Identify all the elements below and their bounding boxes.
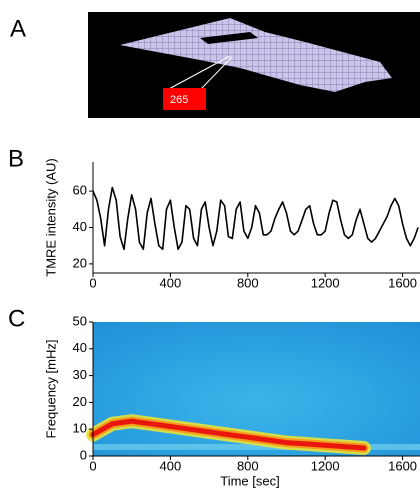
x-tick-label: 1600: [388, 458, 417, 473]
x-tick-label: 1200: [311, 458, 340, 473]
y-tick-label: 20: [73, 255, 87, 270]
y-tick-label: 10: [73, 421, 87, 436]
plot-background: [93, 444, 420, 450]
annotation-box: [163, 88, 206, 110]
y-axis-label: TMRE intensity (AU): [43, 158, 58, 276]
y-tick-label: 60: [73, 183, 87, 198]
pointer: [166, 55, 231, 91]
surface: [120, 18, 392, 92]
panel-label: C: [8, 305, 25, 332]
x-tick-label: 0: [89, 458, 96, 473]
x-tick-label: 0: [89, 275, 96, 290]
panel-label: A: [10, 15, 26, 42]
trace: [92, 186, 419, 251]
y-tick-label: 30: [73, 367, 87, 382]
y-tick-label: 40: [73, 219, 87, 234]
x-axis-label: Time [sec]: [220, 473, 279, 488]
panel-label: B: [8, 145, 24, 172]
y-axis-label: Frequency [mHz]: [43, 340, 58, 439]
x-tick-label: 1600: [388, 275, 417, 290]
y-tick-label: 20: [73, 394, 87, 409]
x-tick-label: 400: [160, 275, 182, 290]
x-tick-label: 800: [237, 458, 259, 473]
x-tick-label: 400: [160, 458, 182, 473]
ridge: [90, 418, 367, 451]
x-tick-label: 1200: [311, 275, 340, 290]
y-tick-label: 50: [73, 313, 87, 328]
hole: [200, 32, 258, 44]
pointer: [199, 56, 233, 91]
y-tick-label: 0: [80, 447, 87, 462]
y-tick-label: 40: [73, 340, 87, 355]
annotation: 265: [170, 94, 188, 106]
x-tick-label: 800: [237, 275, 259, 290]
